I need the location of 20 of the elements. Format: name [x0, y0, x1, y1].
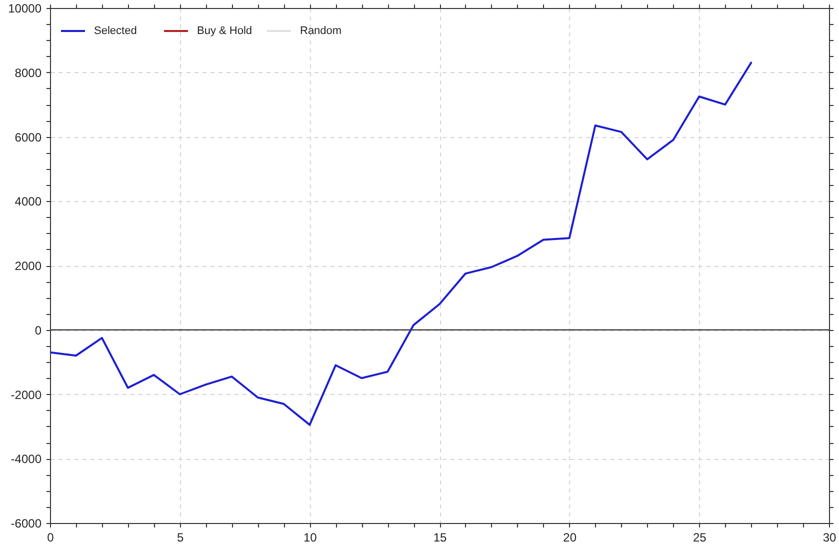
y-tick-label: 2000 — [14, 259, 42, 273]
y-tick-label: -2000 — [10, 388, 42, 402]
x-tick-label: 10 — [303, 530, 318, 544]
x-tick-label: 15 — [433, 530, 447, 544]
y-tick-label: 8000 — [14, 66, 42, 80]
y-tick-label: -6000 — [10, 516, 42, 530]
y-tick-label: -4000 — [10, 452, 42, 466]
y-tick-label: 10000 — [8, 2, 42, 16]
x-tick-label: 25 — [692, 530, 707, 544]
x-tick-label: 5 — [176, 530, 184, 544]
y-tick-label: 4000 — [14, 194, 42, 209]
x-tick-label: 0 — [47, 530, 54, 544]
x-tick-label: 30 — [822, 530, 836, 544]
legend-label: Selected — [94, 25, 137, 37]
legend-label: Buy & Hold — [197, 25, 252, 37]
legend-label: Random — [300, 25, 342, 37]
y-tick-label: 0 — [34, 323, 42, 338]
line-series — [50, 62, 752, 426]
y-tick-label: 6000 — [14, 130, 42, 144]
x-tick-label: 20 — [563, 530, 577, 544]
